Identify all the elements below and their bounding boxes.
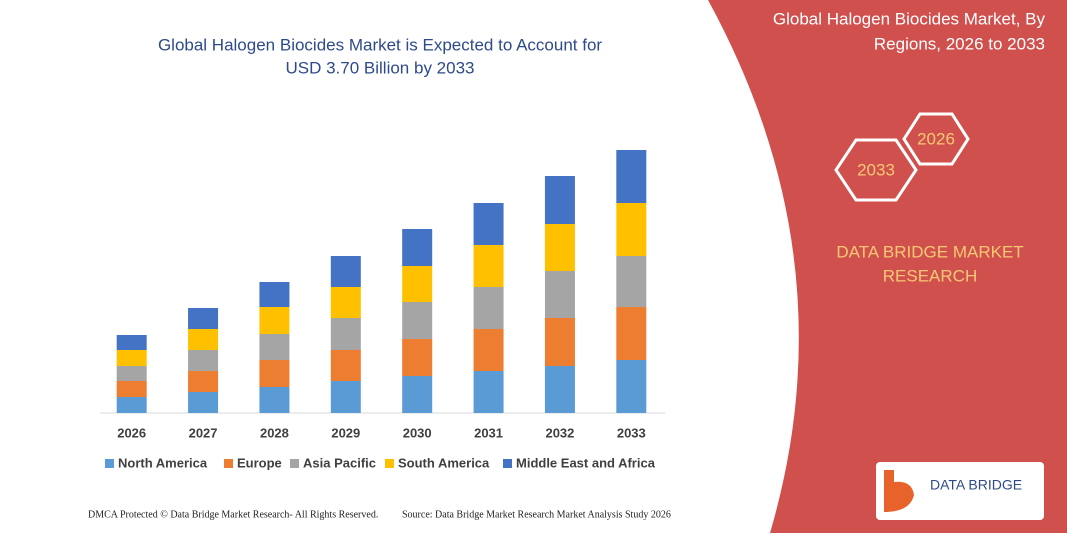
- chart-title: Global Halogen Biocides Market is Expect…: [158, 35, 602, 54]
- bar-segment: [544, 271, 575, 318]
- bar-segment: [116, 335, 147, 350]
- bar-segment: [544, 176, 575, 224]
- logo-mark: [884, 470, 914, 512]
- bar-segment: [116, 366, 147, 381]
- bar-segment: [330, 350, 361, 381]
- bar-segment: [188, 308, 219, 329]
- legend-label: South America: [398, 455, 490, 470]
- hexagon: [902, 112, 970, 166]
- x-tick-label: 2033: [617, 425, 646, 440]
- x-tick-label: 2028: [260, 425, 289, 440]
- legend-swatch: [290, 459, 299, 468]
- x-tick-label: 2030: [403, 425, 432, 440]
- legend-swatch: [503, 459, 512, 468]
- bar-segment: [188, 350, 219, 371]
- footer-source: Source: Data Bridge Market Research Mark…: [402, 509, 671, 520]
- bar-segment: [616, 307, 647, 360]
- bar-segment: [402, 339, 433, 376]
- bar-segment: [616, 256, 647, 307]
- bar-segment: [473, 203, 504, 245]
- brand-text: RESEARCH: [883, 266, 977, 285]
- chart-title: USD 3.70 Billion by 2033: [285, 58, 474, 77]
- bar-segment: [330, 256, 361, 287]
- legend-label: Middle East and Africa: [516, 455, 656, 470]
- bar-segment: [330, 381, 361, 413]
- bar-segment: [402, 266, 433, 302]
- x-tick-label: 2029: [331, 425, 360, 440]
- bar-segment: [330, 318, 361, 350]
- bar-segment: [116, 350, 147, 366]
- bar-segment: [473, 371, 504, 413]
- bar-segment: [116, 381, 147, 397]
- bar-segment: [402, 376, 433, 413]
- hexagon: [834, 138, 918, 202]
- x-tick-label: 2026: [117, 425, 146, 440]
- footer-copyright: DMCA Protected © Data Bridge Market Rese…: [88, 509, 378, 520]
- legend-swatch: [385, 459, 394, 468]
- legend-swatch: [105, 459, 114, 468]
- bar-segment: [259, 360, 290, 387]
- bar-segment: [544, 366, 575, 413]
- side-panel: [708, 0, 1067, 533]
- hexagon-label: 2033: [857, 160, 895, 179]
- bar-segment: [330, 287, 361, 318]
- bar-segment: [259, 307, 290, 334]
- bar-segment: [473, 287, 504, 329]
- bar-segment: [259, 334, 290, 360]
- bar-segment: [544, 318, 575, 366]
- hexagon-label: 2026: [917, 129, 955, 148]
- logo-box: [876, 462, 1044, 520]
- bar-segment: [616, 150, 647, 203]
- x-tick-label: 2031: [474, 425, 503, 440]
- bar-segment: [402, 302, 433, 339]
- legend-label: North America: [118, 455, 208, 470]
- bar-segment: [544, 224, 575, 271]
- x-tick-label: 2032: [545, 425, 574, 440]
- bar-segment: [188, 329, 219, 350]
- x-tick-label: 2027: [189, 425, 218, 440]
- panel-title: Global Halogen Biocides Market, By: [773, 9, 1046, 28]
- logo-text: DATA BRIDGE: [930, 477, 1022, 493]
- bar-segment: [402, 229, 433, 266]
- bar-segment: [473, 329, 504, 371]
- brand-text: DATA BRIDGE MARKET: [836, 242, 1023, 261]
- bar-segment: [188, 392, 219, 413]
- bar-segment: [188, 371, 219, 392]
- bar-segment: [473, 245, 504, 287]
- bar-segment: [116, 397, 147, 413]
- legend-label: Europe: [237, 455, 282, 470]
- bar-segment: [259, 282, 290, 307]
- legend-label: Asia Pacific: [303, 455, 376, 470]
- panel-title: Regions, 2026 to 2033: [874, 34, 1045, 53]
- bar-segment: [259, 387, 290, 413]
- bar-segment: [616, 360, 647, 413]
- legend-swatch: [224, 459, 233, 468]
- bar-segment: [616, 203, 647, 256]
